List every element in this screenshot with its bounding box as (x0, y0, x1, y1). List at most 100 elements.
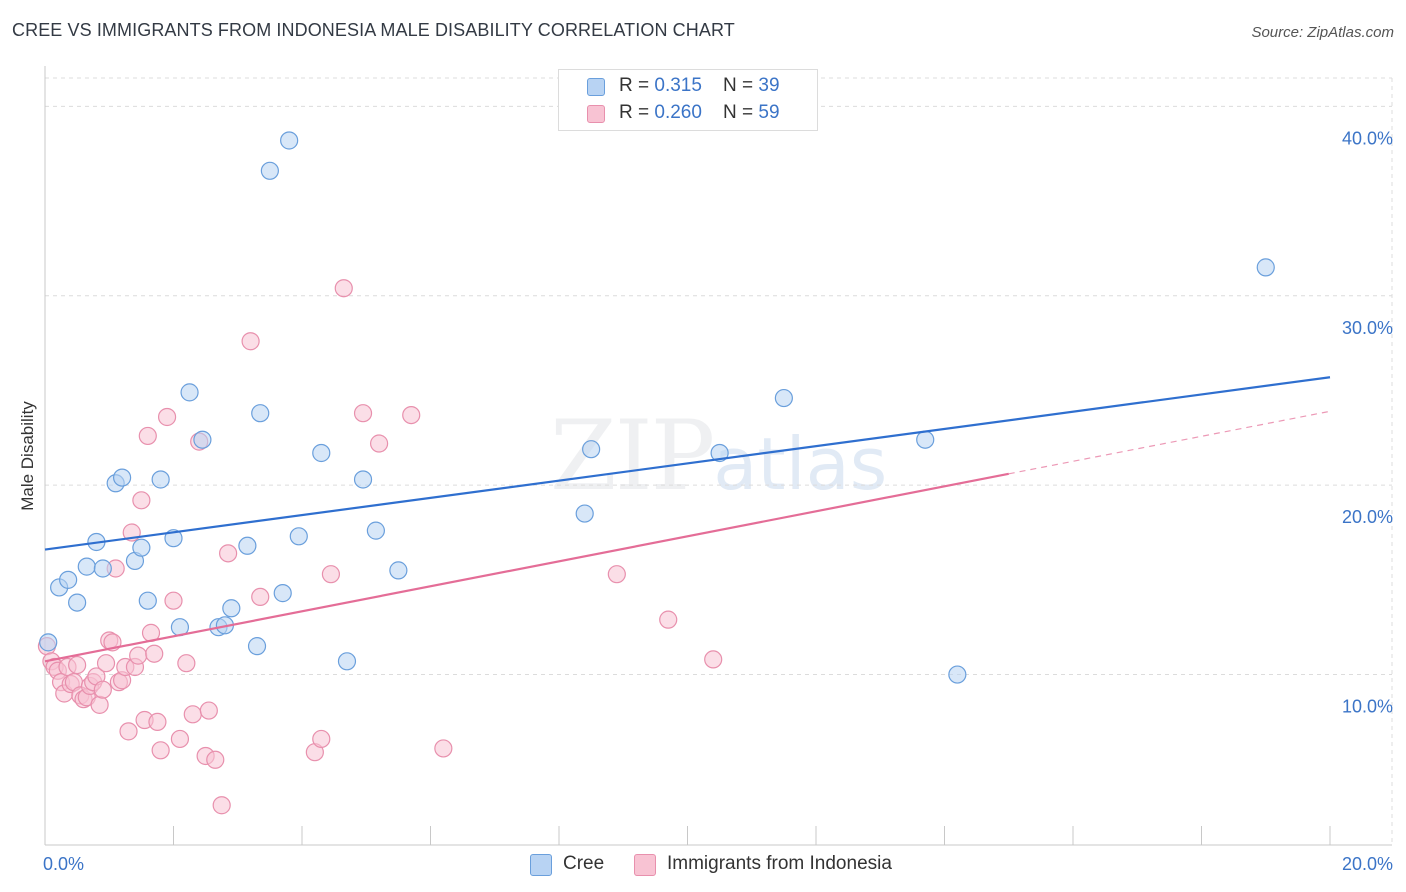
cree-point (39, 633, 58, 652)
bottom-legend-swatch-indonesia (634, 854, 656, 876)
bottom-legend-label-cree: Cree (563, 853, 605, 874)
legend-n-value: 39 (758, 75, 780, 96)
cree-point (247, 637, 267, 656)
indonesia-point (132, 491, 151, 510)
cree-point (1256, 258, 1275, 277)
indonesia-point (93, 680, 112, 699)
axes (44, 66, 1392, 846)
indonesia-point (312, 729, 331, 749)
indonesia-point (334, 279, 353, 298)
cree-point (353, 470, 373, 489)
chart-title: CREE VS IMMIGRANTS FROM INDONESIA MALE D… (12, 20, 735, 40)
bottom-legend-swatch-cree (530, 854, 552, 876)
cree-point (582, 440, 601, 459)
cree-point (112, 468, 132, 487)
cree-point (337, 652, 357, 671)
legend-text-cree: R = 0.315 N = 39 (619, 75, 780, 97)
legend-r-label: R = (619, 102, 655, 123)
legend-r-value: 0.315 (654, 75, 702, 96)
cree-point (222, 599, 241, 618)
cree-point (180, 383, 199, 402)
legend-r-label: R = (619, 75, 655, 96)
cree-point (575, 504, 594, 523)
indonesia-point (145, 644, 164, 663)
series-indonesia-points (37, 279, 723, 815)
correlation-legend: R = 0.315 N = 39 R = 0.260 N = 59 (558, 69, 818, 131)
indonesia-point (68, 655, 87, 675)
legend-r-value: 0.260 (654, 102, 702, 123)
cree-point (389, 561, 408, 580)
indonesia-point (177, 654, 196, 673)
indonesia-point (170, 729, 190, 749)
cree-point (59, 570, 78, 589)
series-cree-points (39, 131, 1275, 684)
cree-point (260, 161, 279, 180)
cree-point (273, 584, 292, 603)
y-tick-label: 30.0% (1342, 318, 1393, 338)
indonesia-point (402, 406, 421, 425)
cree-point (710, 443, 729, 463)
y-tick-label: 40.0% (1342, 128, 1393, 148)
indonesia-point (251, 587, 270, 607)
indonesia-trend-extension (1008, 410, 1331, 475)
indonesia-point (206, 750, 225, 769)
bottom-legend-label-indonesia: Immigrants from Indonesia (667, 853, 892, 874)
indonesia-point (659, 610, 678, 629)
source-credit: Source: ZipAtlas.com (1251, 24, 1394, 41)
cree-point (138, 591, 157, 610)
indonesia-point (164, 591, 183, 610)
cree-point (280, 131, 299, 150)
indonesia-point (138, 426, 157, 446)
indonesia-point (199, 701, 218, 720)
indonesia-point (90, 695, 109, 714)
cree-point (289, 527, 308, 546)
cree-point (916, 430, 935, 449)
cree-point (251, 404, 270, 423)
cree-trend-line (44, 376, 1331, 551)
y-tick-label: 10.0% (1342, 697, 1393, 717)
indonesia-point (129, 646, 148, 665)
cree-point (77, 557, 96, 576)
indonesia-point (434, 739, 453, 758)
indonesia-point (241, 332, 260, 351)
indonesia-point (151, 741, 170, 760)
indonesia-point (353, 404, 373, 423)
indonesia-point (212, 796, 231, 815)
cree-point (238, 536, 257, 555)
trend-lines (44, 376, 1331, 663)
legend-text-indonesia: R = 0.260 N = 59 (619, 102, 780, 124)
indonesia-trend-line (44, 472, 1009, 663)
x-tick-label-max: 20.0% (1342, 854, 1393, 874)
cree-point (68, 593, 87, 612)
cree-point (948, 665, 967, 684)
cree-point (312, 443, 331, 463)
cree-point (366, 521, 385, 540)
cree-point (193, 430, 212, 449)
indonesia-point (183, 705, 202, 724)
cree-point (151, 470, 170, 489)
legend-n-label: N = (723, 102, 759, 123)
indonesia-point (370, 434, 389, 453)
cree-point (132, 538, 151, 557)
indonesia-point (704, 650, 723, 669)
indonesia-point (219, 544, 238, 563)
indonesia-point (148, 712, 167, 732)
legend-swatch-indonesia (587, 105, 605, 123)
watermark-atlas: atlas (713, 422, 888, 506)
indonesia-point (321, 565, 341, 584)
indonesia-point (607, 565, 626, 584)
watermark: ZIPatlas (550, 400, 887, 512)
watermark-zip: ZIP (550, 400, 715, 512)
legend-n-label: N = (723, 75, 759, 96)
legend-swatch-cree (587, 78, 605, 96)
indonesia-point (96, 654, 116, 673)
legend-n-value: 59 (758, 102, 780, 123)
y-tick-label: 20.0% (1342, 507, 1393, 527)
cree-point (93, 559, 112, 578)
cree-point (774, 388, 793, 408)
indonesia-point (157, 407, 177, 427)
tick-labels: 10.0% 20.0% 30.0% 40.0% 0.0% 20.0% (43, 128, 1393, 874)
x-tick-label-min: 0.0% (43, 854, 84, 874)
indonesia-point (119, 722, 138, 741)
